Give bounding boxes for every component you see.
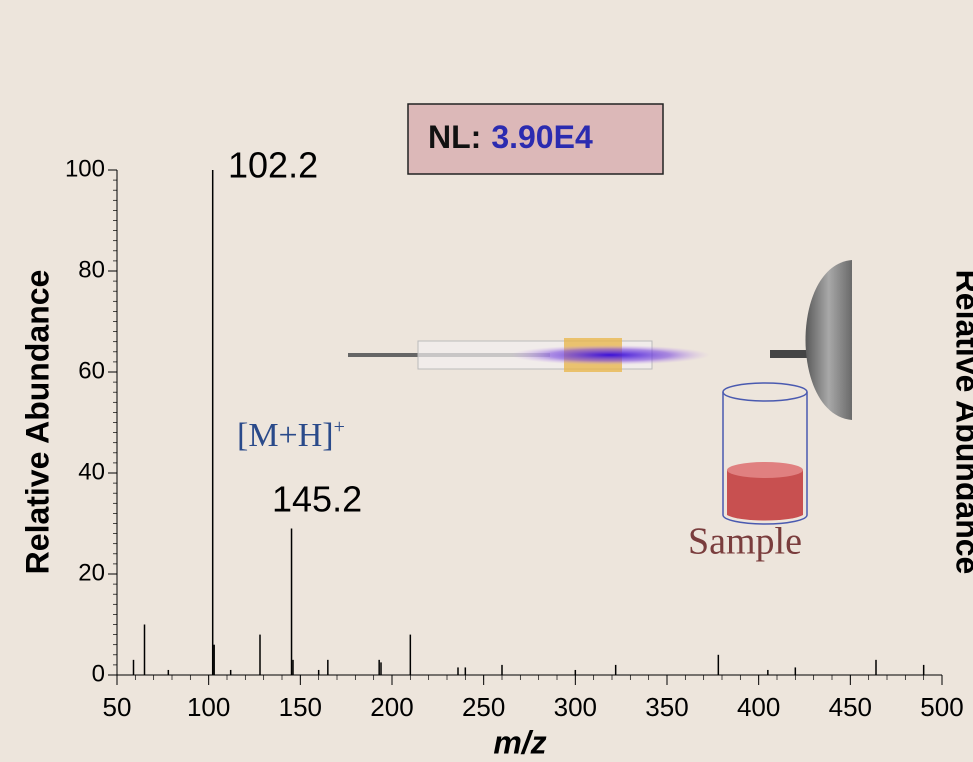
y-tick-label: 60 xyxy=(78,357,105,384)
illustration xyxy=(348,260,852,525)
ion-charge: + xyxy=(334,416,345,438)
x-tick-label: 150 xyxy=(279,692,322,722)
x-tick-label: 100 xyxy=(187,692,230,722)
ion-text: [M+H] xyxy=(237,417,334,454)
x-axis-label: m/z xyxy=(493,724,546,760)
x-tick-label: 350 xyxy=(645,692,688,722)
x-tick-label: 50 xyxy=(103,692,132,722)
inlet-tube xyxy=(770,350,810,358)
inlet-dish xyxy=(805,260,852,420)
y-tick-label: 80 xyxy=(78,256,105,283)
y-tick-label: 40 xyxy=(78,458,105,485)
ion-label: [M+H]+ xyxy=(237,416,345,454)
x-tick-label: 500 xyxy=(920,692,963,722)
nl-box xyxy=(407,103,664,175)
nl-text: NL: 3.90E4 xyxy=(428,119,593,155)
peak-label: 102.2 xyxy=(228,145,318,186)
cup xyxy=(722,392,808,525)
y-tick-label: 0 xyxy=(92,660,105,687)
sample-surface xyxy=(727,462,803,478)
cup-rim xyxy=(722,382,808,402)
x-tick-label: 250 xyxy=(462,692,505,722)
spray xyxy=(510,345,710,365)
x-tick-label: 400 xyxy=(737,692,780,722)
peak-label: 145.2 xyxy=(272,479,362,520)
sample-label: Sample xyxy=(688,521,802,563)
sample-liquid xyxy=(727,470,803,521)
x-tick-label: 450 xyxy=(829,692,872,722)
x-tick-label: 300 xyxy=(554,692,597,722)
nl-label: NL: xyxy=(428,119,481,155)
right-axis-label: Relative Abundance xyxy=(950,270,973,575)
nl-value: 3.90E4 xyxy=(491,119,593,155)
x-tick-label: 200 xyxy=(370,692,413,722)
y-tick-label: 100 xyxy=(65,155,105,182)
y-axis-label: Relative Abundance xyxy=(19,270,55,575)
y-tick-label: 20 xyxy=(78,559,105,586)
